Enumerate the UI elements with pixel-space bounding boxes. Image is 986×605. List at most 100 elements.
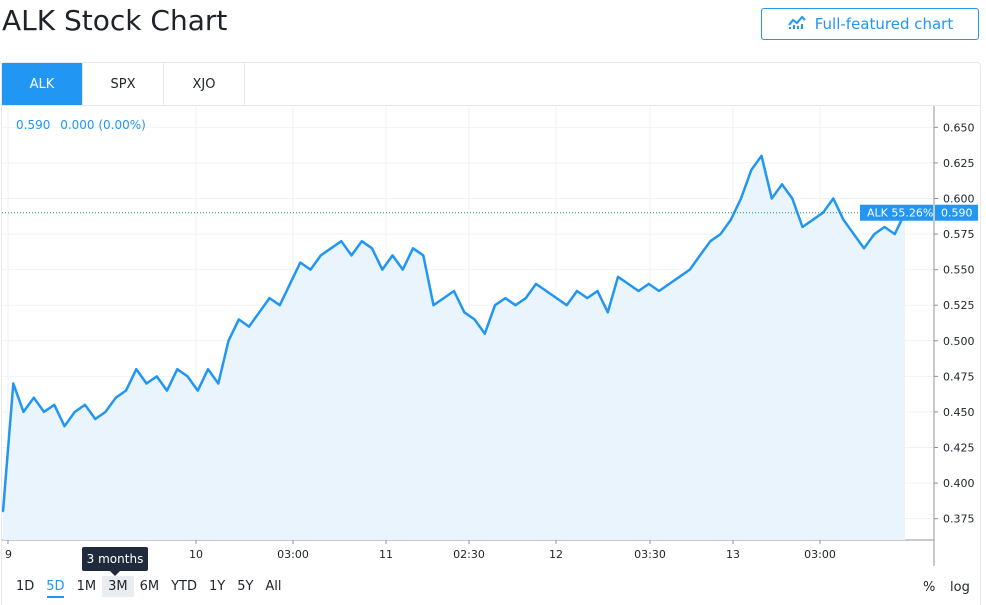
data-point [463,311,466,314]
symbol-tag-bg [860,204,933,221]
data-point [658,290,660,292]
data-point [278,304,281,307]
y-tick-label: 0.500 [943,335,975,348]
data-point [832,197,835,200]
range-1d[interactable]: 1D [16,579,35,594]
data-point [801,226,804,228]
data-point [12,382,15,385]
data-point [43,411,45,413]
data-point [84,404,86,406]
x-tick-label: 02:30 [453,548,485,561]
data-point [176,368,179,371]
data-point [53,404,56,406]
data-point [617,275,619,278]
y-tick-label: 0.600 [943,192,975,205]
data-point [565,304,568,307]
data-point [217,382,220,385]
y-tick-label: 0.375 [943,513,975,526]
data-point [596,290,599,292]
data-point [94,418,97,420]
data-point [432,304,435,307]
data-point [22,411,25,413]
data-point [678,275,681,278]
data-point [524,297,527,299]
range-ytd[interactable]: YTD [171,579,197,594]
data-point [63,425,66,427]
data-point [104,411,107,413]
data-point [740,197,742,200]
data-point [2,510,4,513]
data-point [237,318,240,321]
data-point [883,226,886,228]
data-point [750,169,753,171]
range-1y[interactable]: 1Y [208,579,226,594]
data-point [555,297,558,299]
percent-scale-button[interactable]: % [923,580,936,595]
data-point [196,389,199,392]
data-point [637,290,640,292]
data-point [760,155,763,157]
data-point [576,290,578,292]
data-point [412,247,414,250]
data-point [822,211,824,214]
x-tick-label: 10 [189,548,203,561]
data-point [791,197,794,200]
data-point [391,254,394,257]
data-point [145,382,148,385]
data-point [268,297,271,299]
data-point [494,304,496,307]
data-point [135,368,138,371]
data-point [811,219,814,221]
data-point [125,389,127,392]
price-tag-bg [935,204,978,221]
x-tick-label: 11 [379,548,393,561]
data-point [852,233,855,235]
data-point [422,254,425,257]
data-point [371,247,373,250]
y-tick-label: 0.625 [943,157,975,170]
tab-alk[interactable]: ALK [2,63,83,105]
data-point [289,283,291,285]
data-point [319,254,322,257]
data-point [668,283,671,285]
x-tick-label: 13 [726,548,740,561]
range-tooltip: 3 months [82,547,148,576]
data-point [114,396,117,399]
data-point [155,375,158,378]
data-point [688,268,691,271]
data-point [401,268,404,271]
data-point [514,304,517,307]
chart-icon [787,14,807,34]
data-point [350,254,353,257]
range-5y[interactable]: 5Y [237,579,254,594]
data-point [781,183,783,186]
range-3m[interactable]: 3M [102,576,134,597]
tab-xjo[interactable]: XJO [164,63,245,105]
chart-card: ALK SPX XJO [1,62,981,605]
full-featured-chart-button[interactable]: Full-featured chart [761,8,979,40]
legend-price: 0.590 [16,118,51,132]
range-all[interactable]: All [265,579,282,594]
data-point [360,240,363,242]
log-scale-button[interactable]: log [950,580,970,595]
data-point [842,219,845,221]
data-point [699,254,701,257]
x-tick-label: 12 [549,548,563,561]
tab-spx[interactable]: SPX [83,63,164,105]
range-6m[interactable]: 6M [139,579,160,594]
series-area [3,155,905,541]
data-point [483,332,486,335]
data-point [73,411,76,413]
range-5d[interactable]: 5D [40,576,70,598]
data-point [709,240,712,242]
data-point [504,297,507,299]
page-title: ALK Stock Chart [2,4,228,37]
range-1m[interactable]: 1M [76,579,97,594]
data-point [586,297,589,299]
y-tick-label: 0.650 [943,121,975,134]
data-point [309,268,312,271]
y-tick-label: 0.550 [943,264,975,277]
data-point [381,268,384,271]
data-point [299,261,302,264]
